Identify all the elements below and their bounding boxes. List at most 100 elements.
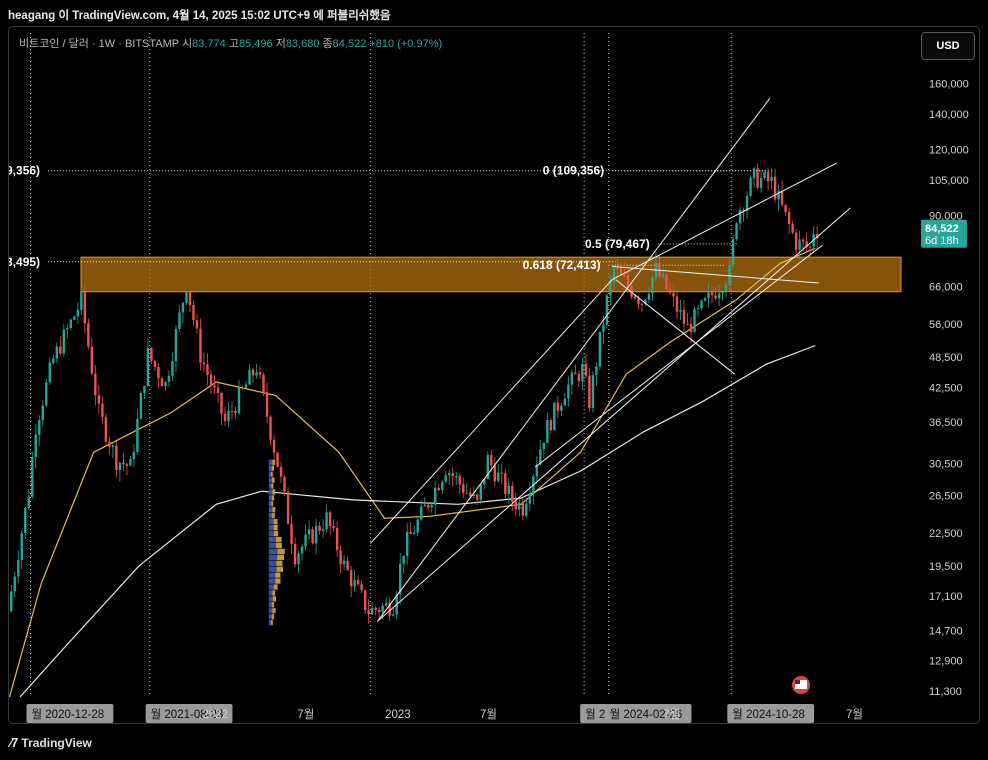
candle bbox=[766, 167, 770, 191]
svg-text:월 2024-10-28: 월 2024-10-28 bbox=[732, 708, 805, 721]
svg-text:2022: 2022 bbox=[202, 709, 228, 721]
candle bbox=[388, 597, 391, 621]
candle bbox=[721, 289, 724, 301]
volume-bar bbox=[268, 542, 277, 549]
candle bbox=[164, 381, 167, 391]
change-value: +810 (+0.97%) bbox=[369, 38, 443, 50]
candle bbox=[62, 324, 66, 357]
candle bbox=[462, 477, 465, 498]
volume-bar bbox=[272, 507, 276, 513]
volume-bar bbox=[273, 518, 278, 525]
price-chart[interactable]: 0 (109,356) 0 (109,356) 0.382 (73,495) 0.61… bbox=[9, 27, 979, 723]
candle bbox=[756, 163, 759, 190]
candle bbox=[377, 607, 381, 619]
candle bbox=[129, 456, 132, 467]
candle bbox=[504, 469, 507, 499]
close-value: 84,522 bbox=[332, 38, 367, 50]
candle bbox=[444, 471, 447, 483]
candle bbox=[265, 382, 269, 424]
candle bbox=[500, 463, 503, 485]
candle bbox=[584, 353, 588, 379]
candle bbox=[735, 221, 738, 241]
candle bbox=[87, 318, 90, 350]
candle bbox=[483, 479, 486, 490]
close-label: 종 bbox=[322, 38, 333, 50]
candle bbox=[511, 481, 514, 511]
candle bbox=[640, 302, 644, 313]
volume-bar bbox=[268, 560, 277, 566]
candle bbox=[146, 338, 150, 388]
high-label: 고 bbox=[228, 38, 239, 50]
low-label: 저 bbox=[275, 38, 286, 50]
candle bbox=[787, 208, 791, 235]
candle bbox=[10, 585, 13, 613]
candle bbox=[623, 262, 626, 277]
candle bbox=[321, 519, 325, 539]
candle bbox=[335, 521, 339, 557]
price-tick-label: 11,300 bbox=[929, 686, 962, 698]
volume-bar bbox=[272, 596, 276, 602]
candle bbox=[595, 362, 598, 386]
volume-bar bbox=[268, 477, 272, 483]
candle bbox=[66, 323, 69, 339]
price-tick-label: 36,500 bbox=[929, 417, 963, 429]
candle bbox=[430, 501, 433, 514]
candle bbox=[539, 439, 542, 466]
candle bbox=[525, 497, 528, 519]
candle bbox=[38, 415, 41, 447]
candle bbox=[181, 301, 185, 323]
candle bbox=[143, 385, 146, 400]
volume-bar bbox=[268, 554, 278, 560]
volume-bar bbox=[268, 518, 274, 525]
candle bbox=[770, 167, 773, 190]
candle bbox=[437, 483, 440, 491]
currency-button[interactable]: USD bbox=[921, 32, 975, 60]
candle bbox=[150, 347, 153, 365]
candle bbox=[297, 550, 300, 573]
time-tick-label: 7월 bbox=[663, 708, 680, 721]
fib-label: 0 (109,356) bbox=[543, 164, 604, 178]
candle bbox=[647, 287, 651, 304]
chart-panel[interactable]: 0 (109,356) 0 (109,356) 0.382 (73,495) 0.61… bbox=[8, 26, 980, 724]
volume-bar bbox=[272, 459, 276, 465]
candle bbox=[73, 315, 76, 321]
trendline bbox=[534, 244, 823, 468]
volume-bar bbox=[276, 560, 283, 566]
candle bbox=[122, 452, 125, 472]
candle bbox=[367, 599, 370, 624]
volume-bar bbox=[268, 608, 273, 614]
candle bbox=[258, 365, 262, 380]
candle bbox=[48, 357, 51, 385]
svg-text:2023: 2023 bbox=[385, 709, 411, 721]
volume-bar bbox=[268, 578, 276, 584]
volume-bar bbox=[268, 489, 273, 495]
candle bbox=[581, 357, 584, 391]
trendline bbox=[611, 162, 837, 281]
volume-bar bbox=[268, 596, 273, 602]
candle bbox=[384, 597, 388, 607]
candle bbox=[153, 360, 157, 372]
tradingview-brand[interactable]: ⁄7 TradingView bbox=[10, 735, 92, 750]
candle bbox=[237, 380, 241, 415]
time-tick-label: 월 2024-10-28 bbox=[727, 704, 815, 723]
volume-bar bbox=[275, 578, 281, 584]
candle bbox=[227, 402, 230, 427]
candle bbox=[518, 498, 521, 517]
candle bbox=[13, 571, 16, 598]
volume-bar bbox=[268, 513, 273, 519]
candle bbox=[563, 392, 567, 406]
candle bbox=[731, 234, 735, 269]
candle bbox=[574, 364, 577, 375]
volume-bar bbox=[271, 495, 275, 501]
price-axis: 160,000 140,000 120,000 105,000 90,000 66,000… bbox=[921, 79, 969, 698]
candle bbox=[59, 336, 62, 357]
candle bbox=[588, 368, 591, 412]
candle bbox=[167, 370, 171, 387]
volume-bar bbox=[277, 554, 284, 560]
time-tick-label: 2022 bbox=[202, 709, 228, 721]
candle bbox=[644, 298, 647, 306]
candle bbox=[314, 519, 318, 555]
candle bbox=[279, 461, 283, 484]
candle bbox=[192, 300, 195, 327]
svg-text:7월: 7월 bbox=[846, 708, 863, 721]
